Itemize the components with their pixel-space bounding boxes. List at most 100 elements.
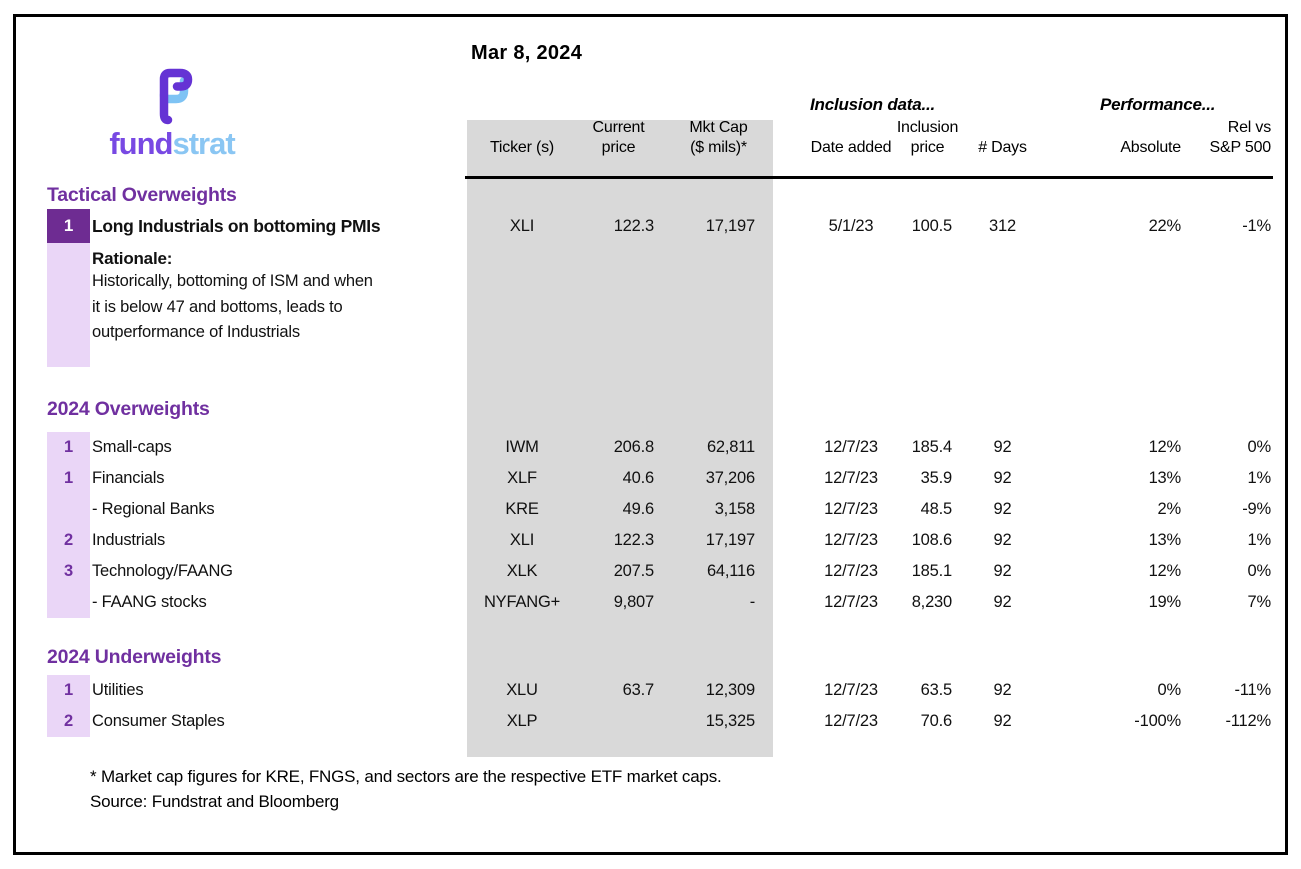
cell-number: 1 [47, 675, 90, 706]
table-row: 1 Financials XLF 40.6 37,206 12/7/23 35.… [47, 463, 1273, 494]
cell-absolute: 12% [1148, 438, 1182, 456]
cell-inclusion-price: 108.6 [911, 531, 952, 549]
cell-current-price: 122.3 [613, 531, 654, 549]
cell-number: 2 [47, 525, 90, 556]
cell-inclusion-price: 48.5 [920, 500, 953, 518]
cell-rel-vs-sp500: 1% [1247, 531, 1272, 549]
cell-current-price: 206.8 [613, 438, 654, 456]
column-header-date-added: Date added [810, 138, 892, 156]
rationale-text: Historically, bottoming of ISM and when … [92, 272, 373, 342]
cell-date-added: 12/7/23 [824, 681, 878, 699]
column-header-number [47, 115, 90, 160]
table-row: 1 Utilities XLU 63.7 12,309 12/7/23 63.5… [47, 675, 1273, 706]
cell-number: 3 [47, 556, 90, 587]
cell-label: Small-caps [92, 438, 172, 456]
cell-mkt-cap: 3,158 [714, 500, 755, 518]
cell-label: Consumer Staples [92, 712, 225, 730]
table-row: - Regional Banks KRE 49.6 3,158 12/7/23 … [47, 494, 1273, 525]
column-header-ticker: Ticker (s) [489, 138, 555, 156]
cell-mkt-cap: 64,116 [706, 562, 755, 580]
ticker-columns-band [467, 120, 773, 757]
footnote-source: Source: Fundstrat and Bloomberg [90, 792, 339, 811]
column-header-absolute: Absolute [1120, 138, 1181, 156]
cell-ticker: XLF [507, 469, 537, 487]
cell-current-price: 122.3 [613, 216, 654, 235]
fundstrat-wordmark: fundstrat [82, 126, 262, 162]
cell-inclusion-price: 8,230 [911, 593, 952, 611]
cell-label: - FAANG stocks [92, 593, 207, 611]
cell-inclusion-price: 185.1 [911, 562, 952, 580]
cell-absolute: 22% [1148, 216, 1182, 235]
rationale-highlight-strip [47, 243, 90, 367]
cell-date-added: 12/7/23 [824, 531, 878, 549]
cell-mkt-cap: 17,197 [705, 216, 755, 235]
cell-current-price: 9,807 [613, 593, 654, 611]
cell-date-added: 5/1/23 [828, 216, 874, 235]
logo-text-strat: strat [172, 126, 235, 161]
cell-rel-vs-sp500: 7% [1247, 593, 1272, 611]
underweights-rows: 1 Utilities XLU 63.7 12,309 12/7/23 63.5… [47, 675, 1273, 737]
cell-date-added: 12/7/23 [824, 469, 878, 487]
cell-date-added: 12/7/23 [824, 562, 878, 580]
cell-rel-vs-sp500: 0% [1247, 438, 1272, 456]
performance-group-header: Performance... [1100, 95, 1216, 114]
cell-date-added: 12/7/23 [824, 438, 878, 456]
cell-ticker: XLK [506, 562, 538, 580]
cell-number: 2 [47, 706, 90, 737]
cell-ticker: IWM [505, 438, 539, 456]
cell-days: 92 [993, 681, 1012, 699]
cell-inclusion-price: 63.5 [920, 681, 953, 699]
cell-mkt-cap: - [749, 593, 755, 611]
cell-label: Long Industrials on bottoming PMIs [92, 215, 381, 236]
cell-absolute: 13% [1148, 531, 1182, 549]
cell-label: Industrials [92, 531, 166, 549]
table-row: 3 Technology/FAANG XLK 207.5 64,116 12/7… [47, 556, 1273, 587]
table-row: 1 Long Industrials on bottoming PMIs XLI… [47, 209, 1273, 243]
column-header-label [90, 157, 467, 160]
cell-absolute: 13% [1148, 469, 1182, 487]
cell-date-added: 12/7/23 [824, 593, 878, 611]
inclusion-data-group-header: Inclusion data... [810, 95, 936, 114]
cell-rel-vs-sp500: 1% [1247, 469, 1272, 487]
cell-current-price: 63.7 [622, 681, 655, 699]
cell-ticker: KRE [505, 500, 539, 518]
cell-rel-vs-sp500: -112% [1225, 712, 1272, 730]
cell-date-added: 12/7/23 [824, 500, 878, 518]
cell-days: 92 [993, 531, 1012, 549]
section-title-tactical-overweights: Tactical Overweights [47, 184, 237, 206]
section-title-2024-overweights: 2024 Overweights [47, 398, 210, 420]
cell-current-price: 207.5 [613, 562, 654, 580]
cell-label: Technology/FAANG [92, 562, 233, 580]
header-divider [465, 176, 1273, 179]
rationale-block: Rationale: Historically, bottoming of IS… [92, 249, 402, 346]
cell-current-price: 40.6 [622, 469, 655, 487]
cell-absolute: 0% [1157, 681, 1182, 699]
cell-ticker: XLI [509, 216, 535, 235]
section-title-2024-underweights: 2024 Underweights [47, 646, 222, 668]
cell-label: Financials [92, 469, 165, 487]
cell-absolute: 2% [1157, 500, 1182, 518]
cell-rel-vs-sp500: -9% [1242, 500, 1271, 518]
page-border [13, 14, 1288, 855]
cell-number [47, 587, 90, 618]
logo-text-fund: fund [109, 126, 173, 161]
column-header-row: Ticker (s) Current price Mkt Cap ($ mils… [47, 118, 1273, 160]
table-row: - FAANG stocks NYFANG+ 9,807 - 12/7/23 8… [47, 587, 1273, 618]
cell-number [47, 494, 90, 525]
column-header-inclusion-price: Inclusion price [896, 119, 959, 156]
cell-mkt-cap: 37,206 [705, 469, 755, 487]
rationale-title: Rationale: [92, 249, 173, 268]
cell-absolute: 12% [1148, 562, 1182, 580]
column-header-mkt-cap: Mkt Cap ($ mils)* [689, 119, 748, 156]
cell-label: - Regional Banks [92, 500, 215, 518]
fundstrat-logo-icon [159, 68, 193, 125]
table-row: 2 Consumer Staples XLP 15,325 12/7/23 70… [47, 706, 1273, 737]
cell-days: 312 [989, 216, 1016, 235]
cell-days: 92 [993, 712, 1012, 730]
tactical-overweights-rows: 1 Long Industrials on bottoming PMIs XLI… [47, 209, 1273, 243]
cell-inclusion-price: 70.6 [920, 712, 953, 730]
cell-days: 92 [993, 562, 1012, 580]
cell-mkt-cap: 12,309 [705, 681, 755, 699]
overweights-rows: 1 Small-caps IWM 206.8 62,811 12/7/23 18… [47, 432, 1273, 618]
cell-number: 1 [47, 432, 90, 463]
